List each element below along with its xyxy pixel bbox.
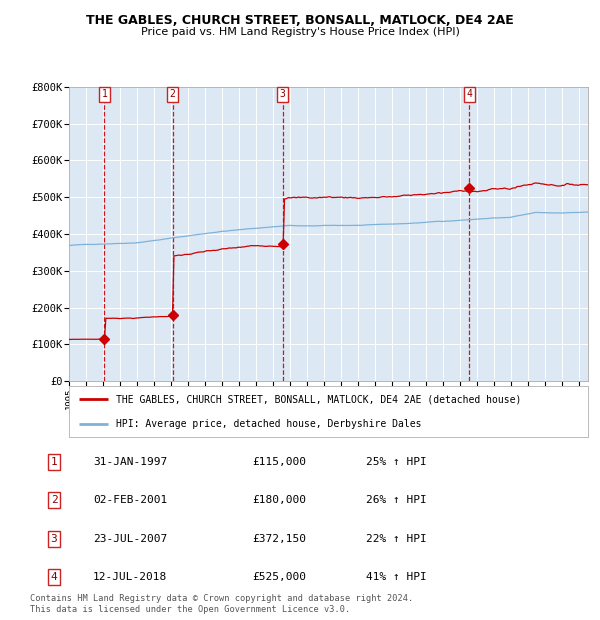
Text: 3: 3	[280, 89, 286, 99]
Text: THE GABLES, CHURCH STREET, BONSALL, MATLOCK, DE4 2AE (detached house): THE GABLES, CHURCH STREET, BONSALL, MATL…	[116, 394, 521, 404]
Text: 02-FEB-2001: 02-FEB-2001	[93, 495, 167, 505]
Text: 1: 1	[50, 457, 58, 467]
Text: 23-JUL-2007: 23-JUL-2007	[93, 534, 167, 544]
Text: 31-JAN-1997: 31-JAN-1997	[93, 457, 167, 467]
Text: £180,000: £180,000	[252, 495, 306, 505]
Text: 2: 2	[50, 495, 58, 505]
Text: 25% ↑ HPI: 25% ↑ HPI	[366, 457, 427, 467]
Text: 3: 3	[50, 534, 58, 544]
Text: 26% ↑ HPI: 26% ↑ HPI	[366, 495, 427, 505]
Text: 41% ↑ HPI: 41% ↑ HPI	[366, 572, 427, 582]
Text: £115,000: £115,000	[252, 457, 306, 467]
Text: 4: 4	[50, 572, 58, 582]
Text: 12-JUL-2018: 12-JUL-2018	[93, 572, 167, 582]
Text: 22% ↑ HPI: 22% ↑ HPI	[366, 534, 427, 544]
Text: 1: 1	[101, 89, 107, 99]
Text: Price paid vs. HM Land Registry's House Price Index (HPI): Price paid vs. HM Land Registry's House …	[140, 27, 460, 37]
Text: THE GABLES, CHURCH STREET, BONSALL, MATLOCK, DE4 2AE: THE GABLES, CHURCH STREET, BONSALL, MATL…	[86, 14, 514, 27]
Text: £525,000: £525,000	[252, 572, 306, 582]
Text: £372,150: £372,150	[252, 534, 306, 544]
Text: 2: 2	[170, 89, 176, 99]
Text: 4: 4	[466, 89, 472, 99]
Text: This data is licensed under the Open Government Licence v3.0.: This data is licensed under the Open Gov…	[30, 604, 350, 614]
Text: HPI: Average price, detached house, Derbyshire Dales: HPI: Average price, detached house, Derb…	[116, 419, 421, 429]
Text: Contains HM Land Registry data © Crown copyright and database right 2024.: Contains HM Land Registry data © Crown c…	[30, 593, 413, 603]
